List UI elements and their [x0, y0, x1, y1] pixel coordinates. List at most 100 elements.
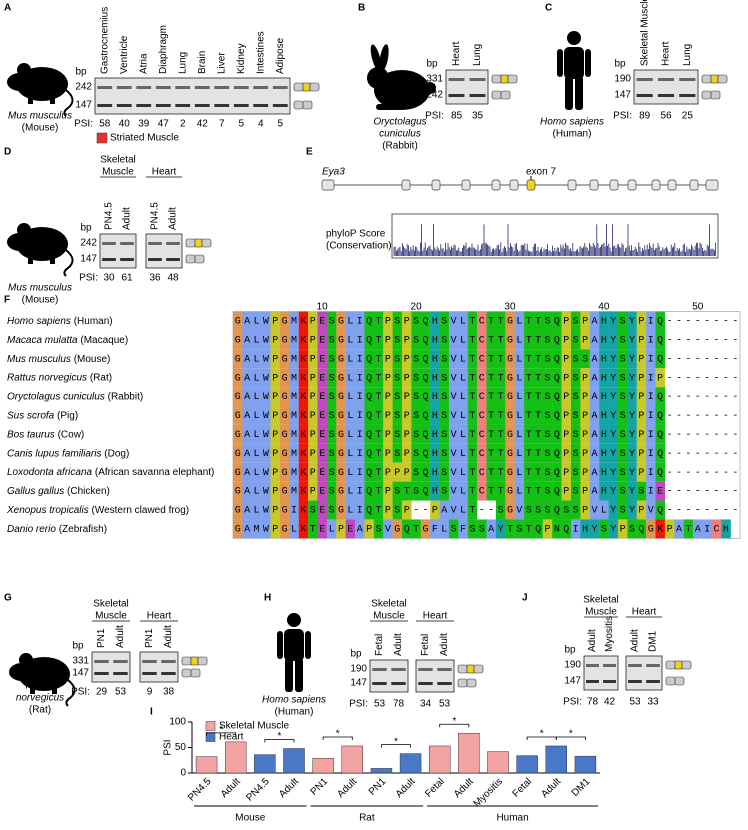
legend-swatch — [205, 732, 216, 742]
psi-value: 53 — [115, 687, 127, 698]
exon-box — [491, 179, 501, 191]
rabbit-icon — [367, 44, 436, 110]
residue — [458, 311, 468, 331]
gel-band — [142, 660, 157, 663]
gel — [139, 651, 179, 683]
residue — [355, 349, 365, 369]
residue — [477, 330, 487, 350]
gel-band — [657, 78, 675, 81]
exon-box — [321, 179, 335, 191]
x-tick-label: Myositis — [472, 776, 505, 809]
residue — [411, 387, 421, 407]
gel-band — [136, 104, 152, 107]
species: cuniculus — [379, 129, 421, 140]
residue — [233, 424, 243, 444]
isoform-exon — [457, 678, 468, 688]
residue — [505, 443, 515, 463]
residue — [617, 330, 628, 350]
residue — [571, 368, 581, 388]
marker-label: 190 — [564, 660, 581, 671]
residue — [552, 406, 562, 425]
residue — [326, 368, 337, 388]
species-common: (Mouse) — [22, 123, 59, 134]
residue — [617, 311, 628, 331]
residue — [552, 462, 562, 482]
residue — [486, 349, 497, 369]
residue — [373, 500, 384, 520]
residue — [233, 349, 243, 369]
residue — [270, 462, 281, 482]
isoform-exon — [507, 74, 518, 84]
residue — [524, 462, 534, 482]
residue — [552, 500, 562, 520]
residue — [439, 406, 450, 425]
residue — [233, 368, 243, 388]
lane-label: PN4.5 — [104, 202, 115, 230]
isoform-exon — [491, 74, 502, 84]
gel — [99, 233, 137, 269]
isoform-exon — [201, 238, 212, 248]
residue — [345, 387, 356, 407]
residue — [505, 368, 515, 388]
residue — [514, 330, 525, 350]
residue — [317, 311, 328, 331]
gel-band — [636, 78, 653, 81]
residue — [580, 330, 590, 350]
residue — [289, 424, 299, 444]
residue — [233, 443, 243, 463]
significance-bracket — [381, 744, 411, 748]
residue — [646, 481, 656, 501]
residue — [383, 387, 393, 407]
residue — [336, 443, 346, 463]
significance-bracket — [206, 732, 237, 736]
gel-band — [136, 86, 152, 89]
bar — [224, 741, 247, 774]
sequence: GAMWPGLKTELPEAPSVGQTGFLSFSSAYTSTQPNQIHYS… — [235, 525, 729, 536]
gel-band — [253, 104, 269, 107]
residue — [242, 349, 252, 369]
residue — [599, 462, 609, 482]
exon-box — [651, 179, 661, 191]
residue — [326, 443, 337, 463]
icon-part — [305, 631, 311, 659]
gel-band — [679, 94, 696, 97]
lane-label: Adult — [393, 633, 404, 656]
marker-label: 242 — [75, 82, 92, 93]
isoform-exon — [710, 74, 719, 84]
residue — [617, 500, 628, 520]
residue — [317, 330, 328, 350]
residue — [233, 387, 243, 407]
residue — [355, 500, 365, 520]
residue — [571, 462, 581, 482]
residue — [542, 368, 553, 388]
residue — [589, 406, 600, 425]
residue — [636, 519, 647, 539]
marker-label: 147 — [350, 678, 367, 689]
residue — [486, 424, 497, 444]
residue — [430, 311, 440, 331]
residue — [270, 443, 281, 463]
isoform-exon — [674, 660, 683, 670]
species-common: (Pig) — [57, 410, 78, 421]
residue — [561, 387, 572, 407]
residue — [608, 349, 619, 369]
residue — [561, 500, 572, 520]
species-name: Mus musculus (Mouse) — [7, 353, 110, 364]
gel-band — [469, 78, 486, 81]
residue — [655, 443, 666, 463]
residue — [448, 406, 459, 425]
residue — [552, 387, 562, 407]
isoform-exon — [466, 664, 475, 674]
track-label: (Conservation) — [326, 241, 392, 252]
residue — [495, 406, 506, 425]
residue — [542, 406, 553, 425]
legend-label: Heart — [219, 732, 244, 743]
marker-label: 190 — [614, 74, 631, 85]
species: norvegicus — [16, 693, 64, 704]
isoform-exon — [500, 90, 511, 100]
residue — [270, 500, 281, 520]
gel-band — [391, 668, 406, 671]
residue — [298, 424, 309, 444]
residue — [655, 387, 666, 407]
species-name: Xenopus tropicalis (Western clawed frog) — [6, 505, 189, 516]
